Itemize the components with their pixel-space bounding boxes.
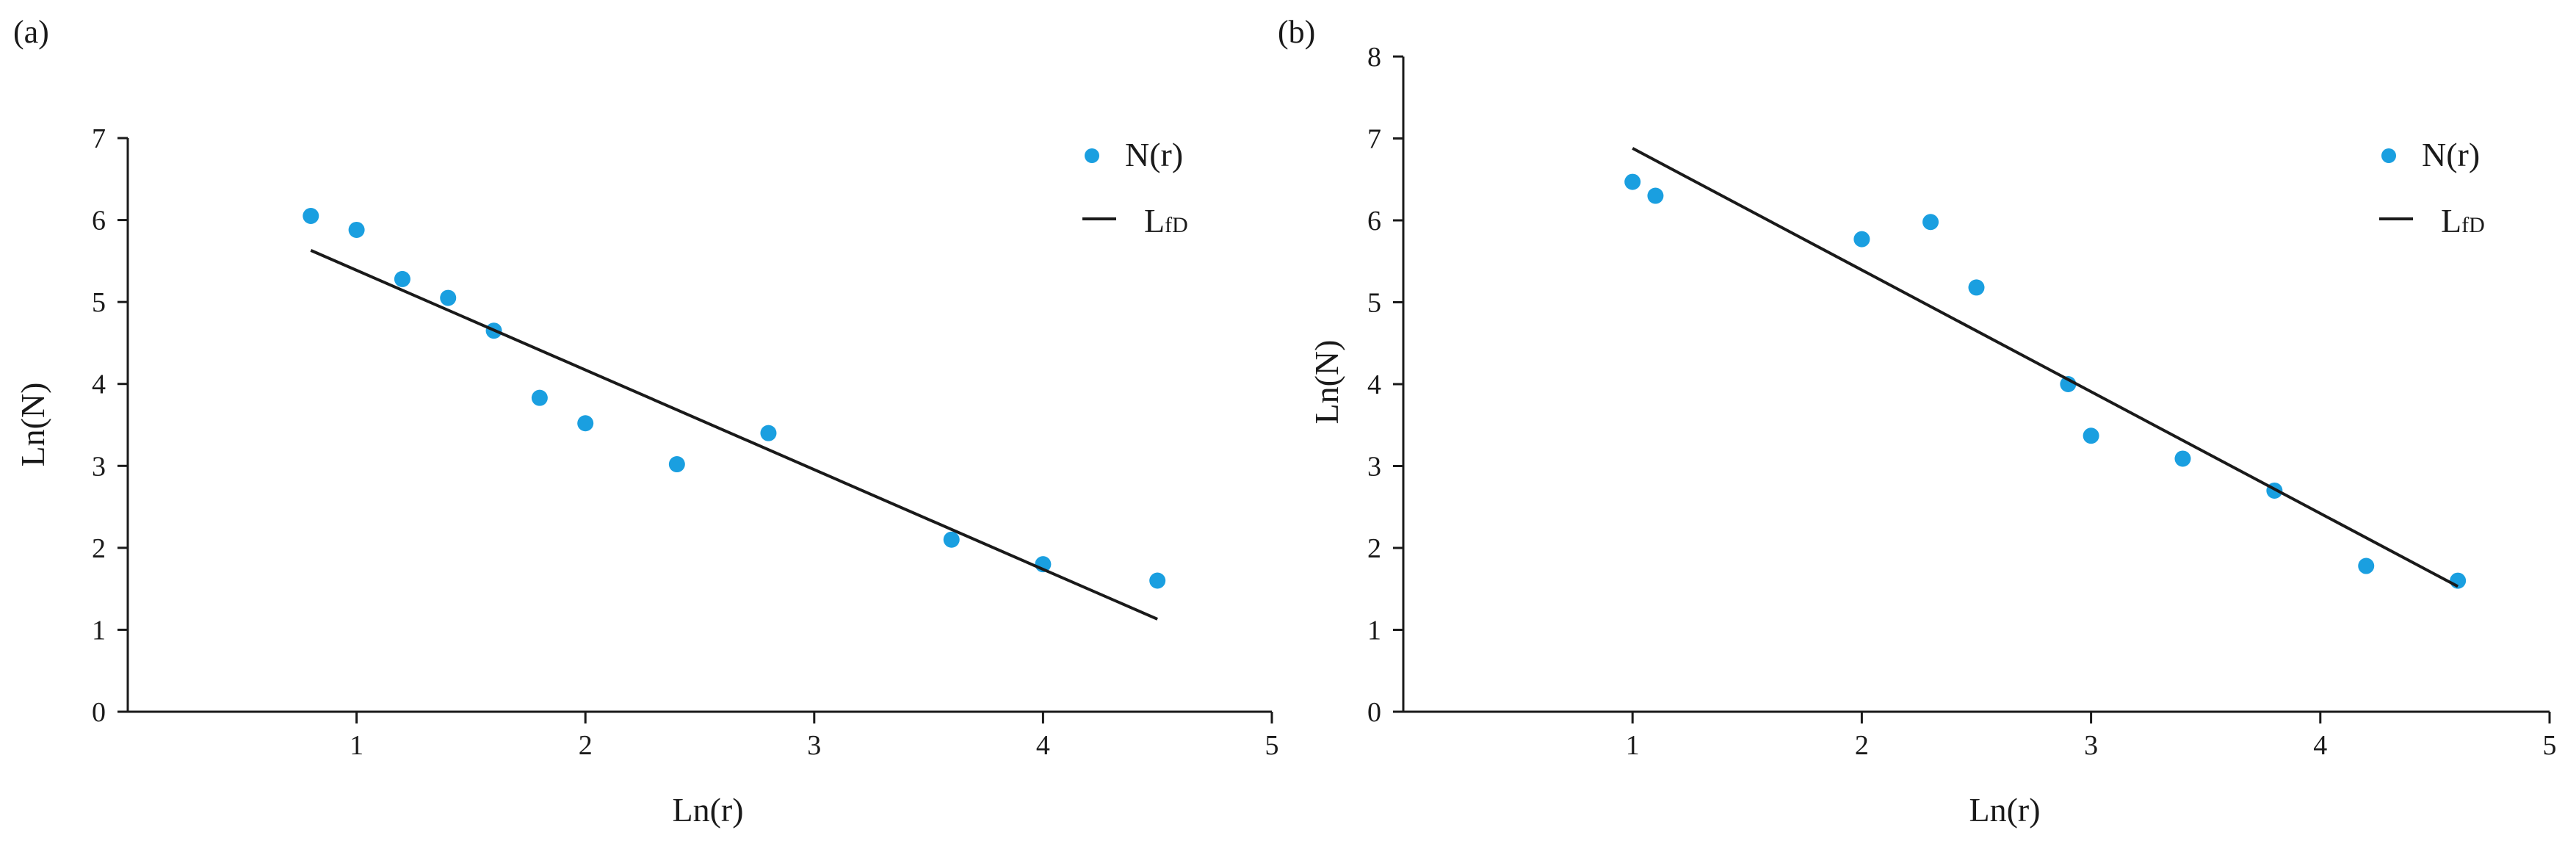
panel-b-y-tick-label: 8 [1367, 42, 1381, 73]
panel-b-y-tick-label: 5 [1367, 288, 1381, 319]
panel-b-data-point [2358, 557, 2375, 574]
panel-b-y-tick-label: 2 [1367, 533, 1381, 564]
panel-a-legend-line-label-sub: fD [1165, 213, 1188, 237]
panel-b-data-point [1853, 231, 1870, 248]
panel-a-data-point [1149, 572, 1166, 589]
panel-b-y-tick-label: 7 [1367, 124, 1381, 155]
panel-b-marks [1624, 147, 2467, 589]
panel-b-y-tick-label: 3 [1367, 452, 1381, 483]
panel-a-x-tick-label: 1 [350, 730, 363, 761]
panel-b-y-tick-label: 1 [1367, 616, 1381, 646]
panel-b-data-point [2083, 427, 2099, 444]
panel-b-x-tick-label: 1 [1626, 730, 1640, 761]
panel-a-y-tick-label: 5 [92, 287, 106, 318]
panel-a-marks [303, 208, 1166, 621]
panel-b-legend: N(r) LfD [2379, 136, 2485, 239]
panel-b-data-point [2174, 450, 2191, 467]
panel-b-legend-line-label-main: L [2441, 202, 2461, 239]
panel-b-y-tick-label: 4 [1367, 369, 1381, 400]
panel-a-legend-point-marker [1085, 148, 1099, 163]
panel-a-legend: N(r) LfD [1082, 136, 1188, 239]
panel-a-y-tick-label: 4 [92, 369, 106, 400]
panel-a: (a) Ln(r) Ln(N) 1 2 3 4 5 0 1 2 3 4 5 6 7 N(r) LfD [13, 14, 1279, 829]
panel-a-data-point [348, 221, 365, 238]
panel-b-data-point [1647, 187, 1664, 204]
panel-b-fit-line [1632, 147, 2459, 588]
panel-a-legend-line-label: LfD [1144, 202, 1188, 239]
panel-a-ticks: 1 2 3 4 5 0 1 2 3 4 5 6 7 [92, 123, 1279, 761]
panel-a-y-tick-label: 3 [92, 451, 106, 482]
panel-b-ticks: 1 2 3 4 5 0 1 2 3 4 5 6 7 8 [1367, 42, 2557, 761]
panel-a-x-tick-label: 4 [1036, 730, 1050, 761]
panel-a-data-point [440, 289, 457, 306]
panel-a-y-tick-label: 1 [92, 615, 106, 646]
panel-a-y-tick-label: 2 [92, 533, 106, 564]
panel-b-x-tick-label: 3 [2084, 730, 2098, 761]
panel-a-label: (a) [13, 14, 49, 50]
panel-a-y-tick-label: 7 [92, 123, 106, 154]
panel-a-x-tick-label: 5 [1265, 730, 1279, 761]
panel-b-data-point [1968, 279, 1985, 296]
panel-b-label: (b) [1278, 14, 1315, 50]
panel-b-legend-point-marker [2381, 148, 2396, 163]
panel-a-data-point [577, 415, 594, 432]
panel-a-y-tick-label: 0 [92, 697, 106, 728]
panel-a-fit-line [310, 249, 1158, 621]
panel-b-data-point [1922, 214, 1939, 231]
panel-b-x-tick-label: 4 [2313, 730, 2327, 761]
panel-a-data-point [943, 531, 960, 548]
panel-b-legend-line-label-sub: fD [2461, 213, 2485, 237]
panel-a-x-tick-label: 2 [579, 730, 593, 761]
panel-b-y-tick-label: 6 [1367, 206, 1381, 237]
panel-a-x-axis-title: Ln(r) [672, 791, 743, 829]
panel-b-x-tick-label: 2 [1855, 730, 1869, 761]
panel-a-data-point [531, 389, 548, 406]
panel-b-x-axis-title: Ln(r) [1969, 791, 2040, 829]
panel-a-y-axis-title: Ln(N) [14, 383, 51, 467]
panel-b-legend-point-label: N(r) [2422, 136, 2480, 173]
panel-a-data-point [394, 270, 410, 287]
panel-b-y-axis-title: Ln(N) [1308, 340, 1345, 425]
panel-a-legend-point-label: N(r) [1125, 136, 1183, 173]
panel-a-y-tick-label: 6 [92, 206, 106, 237]
panel-a-data-point [760, 425, 777, 441]
panel-a-data-point [668, 456, 685, 473]
panel-b: (b) Ln(r) Ln(N) 1 2 3 4 5 0 1 2 3 4 5 6 7 8 N(r) LfD [1278, 14, 2557, 829]
panel-b-y-tick-label: 0 [1367, 697, 1381, 728]
panel-a-x-tick-label: 3 [807, 730, 821, 761]
panel-b-x-tick-label: 5 [2543, 730, 2557, 761]
panel-a-data-point [303, 208, 319, 225]
panel-b-legend-line-label: LfD [2441, 202, 2485, 239]
panel-b-data-point [1624, 173, 1641, 190]
panel-a-legend-line-label-main: L [1144, 202, 1165, 239]
